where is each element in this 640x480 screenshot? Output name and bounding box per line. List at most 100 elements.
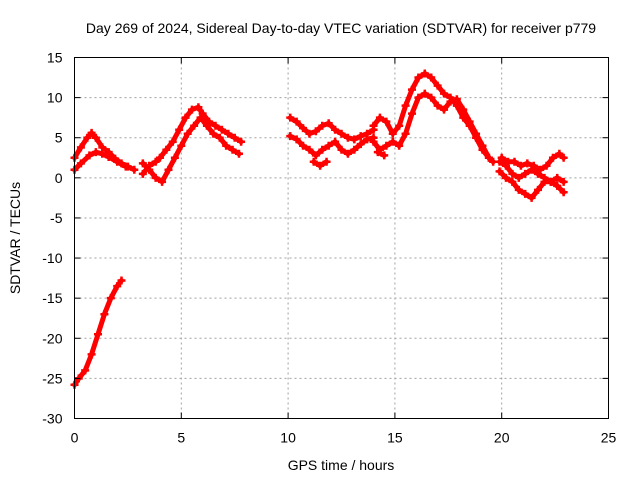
data-point <box>388 137 397 146</box>
data-point <box>521 189 530 198</box>
data-point <box>559 188 568 197</box>
data-point <box>433 81 442 90</box>
data-point <box>87 128 96 137</box>
data-point <box>337 145 346 154</box>
data-point <box>343 149 352 158</box>
data-point <box>465 117 474 126</box>
data-point <box>311 127 320 136</box>
y-tick-label: 0 <box>55 170 63 186</box>
series-line <box>371 71 496 165</box>
data-point <box>209 129 218 138</box>
data-point <box>495 167 504 176</box>
data-point <box>100 310 109 319</box>
data-point <box>459 105 468 114</box>
data-series <box>70 69 568 389</box>
data-point <box>440 89 449 98</box>
x-tick-label: 0 <box>71 430 79 446</box>
data-point <box>337 129 346 138</box>
data-point <box>440 105 449 114</box>
axis-ticks: 0 5 10 15 20 25 -30 -25 -20 -15 -10 -5 0 5 10 15 <box>42 50 616 446</box>
data-point <box>324 141 333 150</box>
series-track-3 <box>70 276 126 389</box>
data-point <box>322 157 331 166</box>
data-point <box>318 121 327 130</box>
data-point <box>292 135 301 144</box>
data-point <box>286 113 295 122</box>
data-point <box>380 151 389 160</box>
data-point <box>527 193 536 202</box>
data-point <box>369 137 378 146</box>
data-point <box>373 148 382 157</box>
data-point <box>187 105 196 114</box>
data-point <box>356 132 365 141</box>
data-point <box>130 165 139 174</box>
data-point <box>375 113 384 122</box>
data-point <box>181 113 190 122</box>
data-point <box>98 149 107 158</box>
x-tick-label: 5 <box>177 430 185 446</box>
data-point <box>382 117 391 126</box>
data-point <box>401 101 410 110</box>
data-point <box>151 157 160 166</box>
data-point <box>164 165 173 174</box>
data-point <box>548 153 557 162</box>
data-point <box>540 173 549 182</box>
data-point <box>305 129 314 138</box>
data-point <box>514 173 523 182</box>
data-point <box>343 133 352 142</box>
series-track-8 <box>309 157 331 170</box>
data-point <box>113 157 122 166</box>
data-point <box>534 185 543 194</box>
data-point <box>316 161 325 170</box>
series-track-10 <box>369 89 493 162</box>
y-tick-label: -10 <box>42 250 62 266</box>
data-point <box>175 125 184 134</box>
data-point <box>190 121 199 130</box>
data-point <box>536 165 545 174</box>
data-point <box>196 113 205 122</box>
chart-title: Day 269 of 2024, Sidereal Day-to-day VTE… <box>86 20 596 36</box>
data-point <box>211 121 220 130</box>
y-tick-label: -20 <box>42 330 62 346</box>
data-point <box>234 149 243 158</box>
data-point <box>151 173 160 182</box>
data-point <box>104 152 113 161</box>
series-track-9 <box>369 69 498 166</box>
data-point <box>81 366 90 375</box>
x-tick-label: 25 <box>601 430 617 446</box>
data-point <box>388 129 397 138</box>
data-point <box>510 157 519 166</box>
data-point <box>138 159 147 168</box>
series-track-14 <box>497 149 568 174</box>
data-point <box>168 137 177 146</box>
series-track-7 <box>286 132 378 160</box>
data-point <box>495 157 504 166</box>
data-point <box>553 173 562 182</box>
data-point <box>363 135 372 144</box>
data-point <box>401 129 410 138</box>
data-point <box>299 141 308 150</box>
data-point <box>76 159 85 168</box>
data-point <box>516 161 525 170</box>
data-point <box>414 93 423 102</box>
series-track-2 <box>70 148 130 174</box>
data-point <box>311 151 320 160</box>
series-track-4 <box>138 103 246 178</box>
data-point <box>369 121 378 130</box>
y-tick-label: 15 <box>47 50 63 66</box>
data-point <box>217 125 226 134</box>
data-point <box>414 73 423 82</box>
data-point <box>309 157 318 166</box>
data-point <box>508 177 517 186</box>
data-point <box>222 141 231 150</box>
grid-lines <box>74 57 609 419</box>
data-point <box>91 148 100 157</box>
data-point <box>529 161 538 170</box>
data-point <box>93 330 102 339</box>
data-point <box>555 149 564 158</box>
data-point <box>286 132 295 141</box>
y-tick-label: -30 <box>42 411 62 427</box>
data-point <box>87 350 96 359</box>
plot-frame <box>74 57 609 419</box>
data-point <box>194 103 203 112</box>
